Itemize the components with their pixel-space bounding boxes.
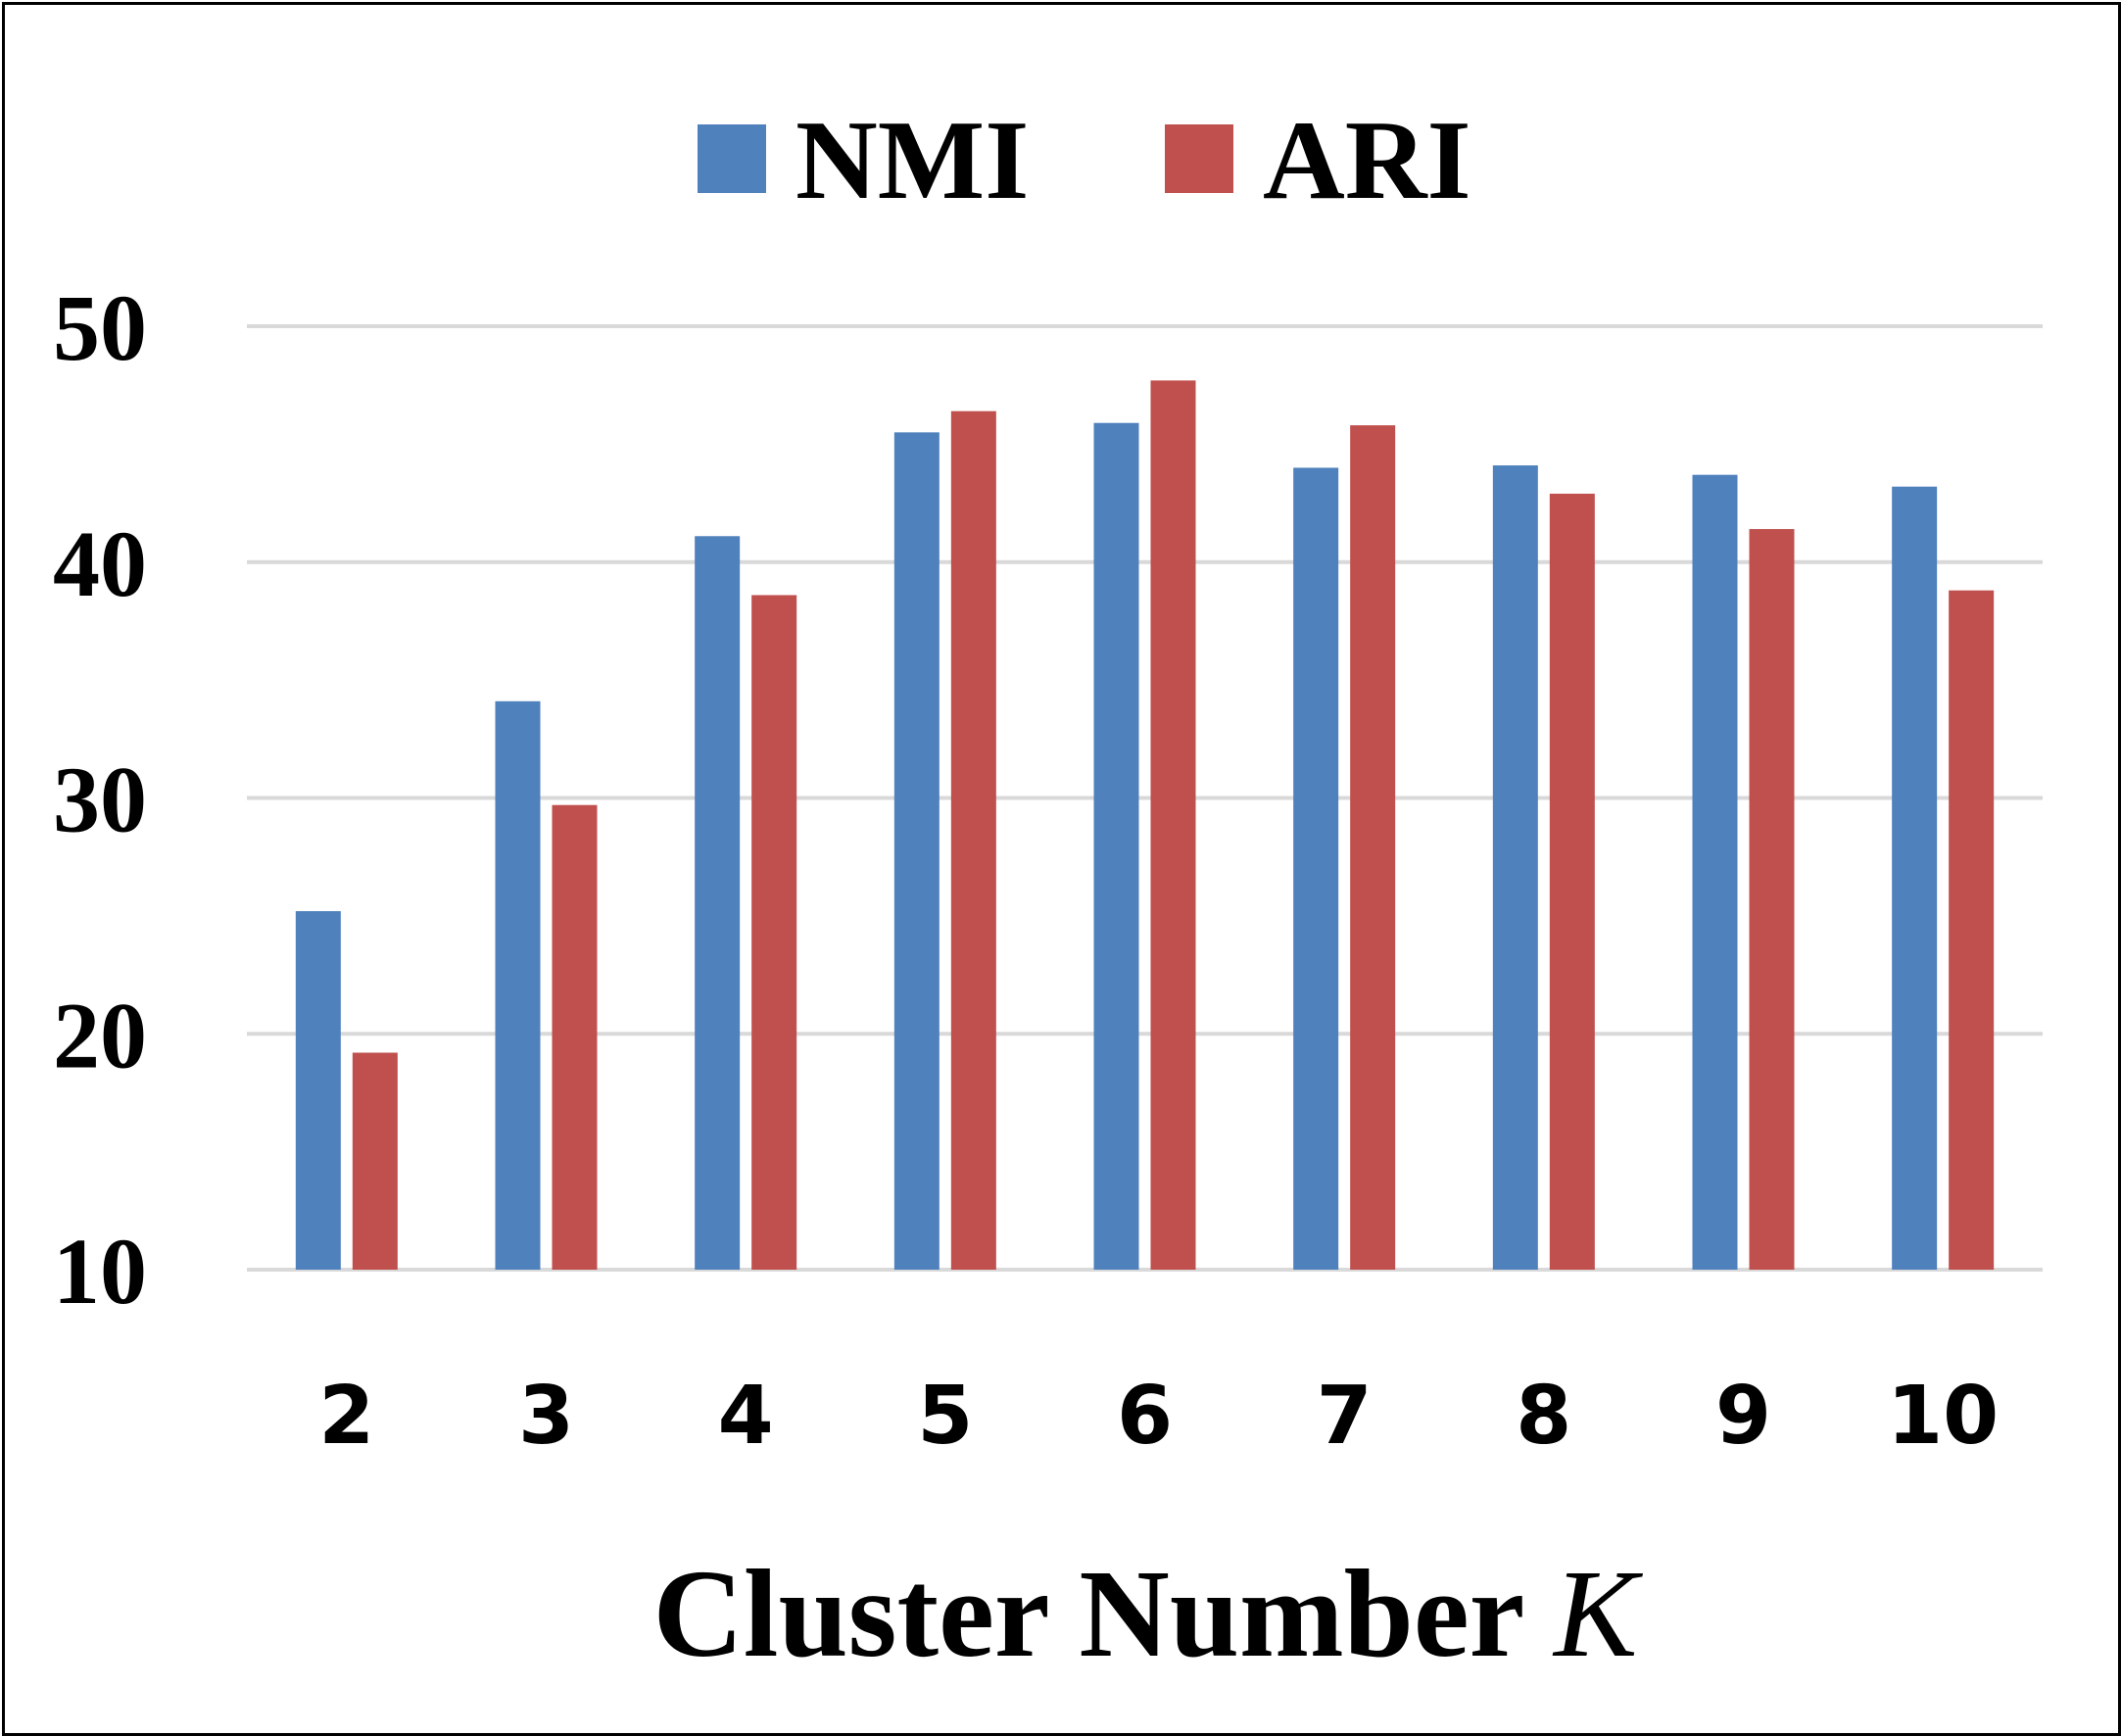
- x-tick-label-10: 10: [1887, 1370, 1999, 1463]
- bar-ari-6: [1150, 380, 1196, 1270]
- legend-swatch-nmi: [698, 124, 766, 193]
- bar-nmi-4: [695, 536, 741, 1270]
- bar-nmi-3: [495, 700, 541, 1270]
- y-tick-label-30: 30: [53, 747, 147, 852]
- bar-ari-3: [552, 804, 598, 1270]
- bar-nmi-8: [1492, 465, 1538, 1271]
- x-tick-label-9: 9: [1715, 1370, 1771, 1463]
- x-tick-label-4: 4: [718, 1370, 774, 1463]
- bars: [295, 380, 1995, 1271]
- legend: NMI ARI: [698, 98, 1471, 223]
- bar-nmi-9: [1692, 474, 1738, 1270]
- bar-ari-2: [352, 1052, 398, 1270]
- x-tick-label-8: 8: [1516, 1370, 1571, 1463]
- bar-nmi-5: [893, 432, 940, 1270]
- legend-label-nmi: NMI: [795, 98, 1029, 223]
- bar-ari-10: [1949, 590, 1995, 1270]
- bar-ari-4: [751, 595, 797, 1270]
- x-tick-label-5: 5: [917, 1370, 973, 1463]
- x-tick-label-3: 3: [518, 1370, 574, 1463]
- x-tick-label-6: 6: [1117, 1370, 1173, 1463]
- y-tick-label-50: 50: [53, 275, 147, 380]
- bar-ari-9: [1749, 529, 1795, 1270]
- bar-nmi-10: [1892, 486, 1938, 1271]
- y-tick-label-20: 20: [53, 983, 147, 1087]
- y-tick-label-40: 40: [53, 511, 147, 616]
- x-tick-label-2: 2: [318, 1370, 374, 1463]
- bar-nmi-2: [295, 911, 341, 1270]
- bar-ari-5: [950, 410, 996, 1270]
- bar-nmi-6: [1093, 422, 1139, 1270]
- bar-nmi-7: [1293, 467, 1339, 1270]
- y-axis-ticks: 10 20 30 40 50: [53, 275, 147, 1324]
- x-tick-label-7: 7: [1317, 1370, 1373, 1463]
- legend-swatch-ari: [1165, 124, 1233, 193]
- x-axis-label-text: Cluster Number: [652, 1544, 1522, 1683]
- x-axis-label: Cluster Number K: [652, 1544, 1643, 1683]
- gridlines: [247, 324, 2043, 1272]
- bar-ari-7: [1350, 425, 1396, 1270]
- legend-label-ari: ARI: [1263, 98, 1471, 223]
- y-tick-label-10: 10: [53, 1219, 147, 1324]
- bar-ari-8: [1549, 493, 1595, 1270]
- x-axis-label-variable: K: [1552, 1544, 1643, 1683]
- x-axis-ticks: 2 3 4 5 6 7 8 9 10: [318, 1370, 1999, 1463]
